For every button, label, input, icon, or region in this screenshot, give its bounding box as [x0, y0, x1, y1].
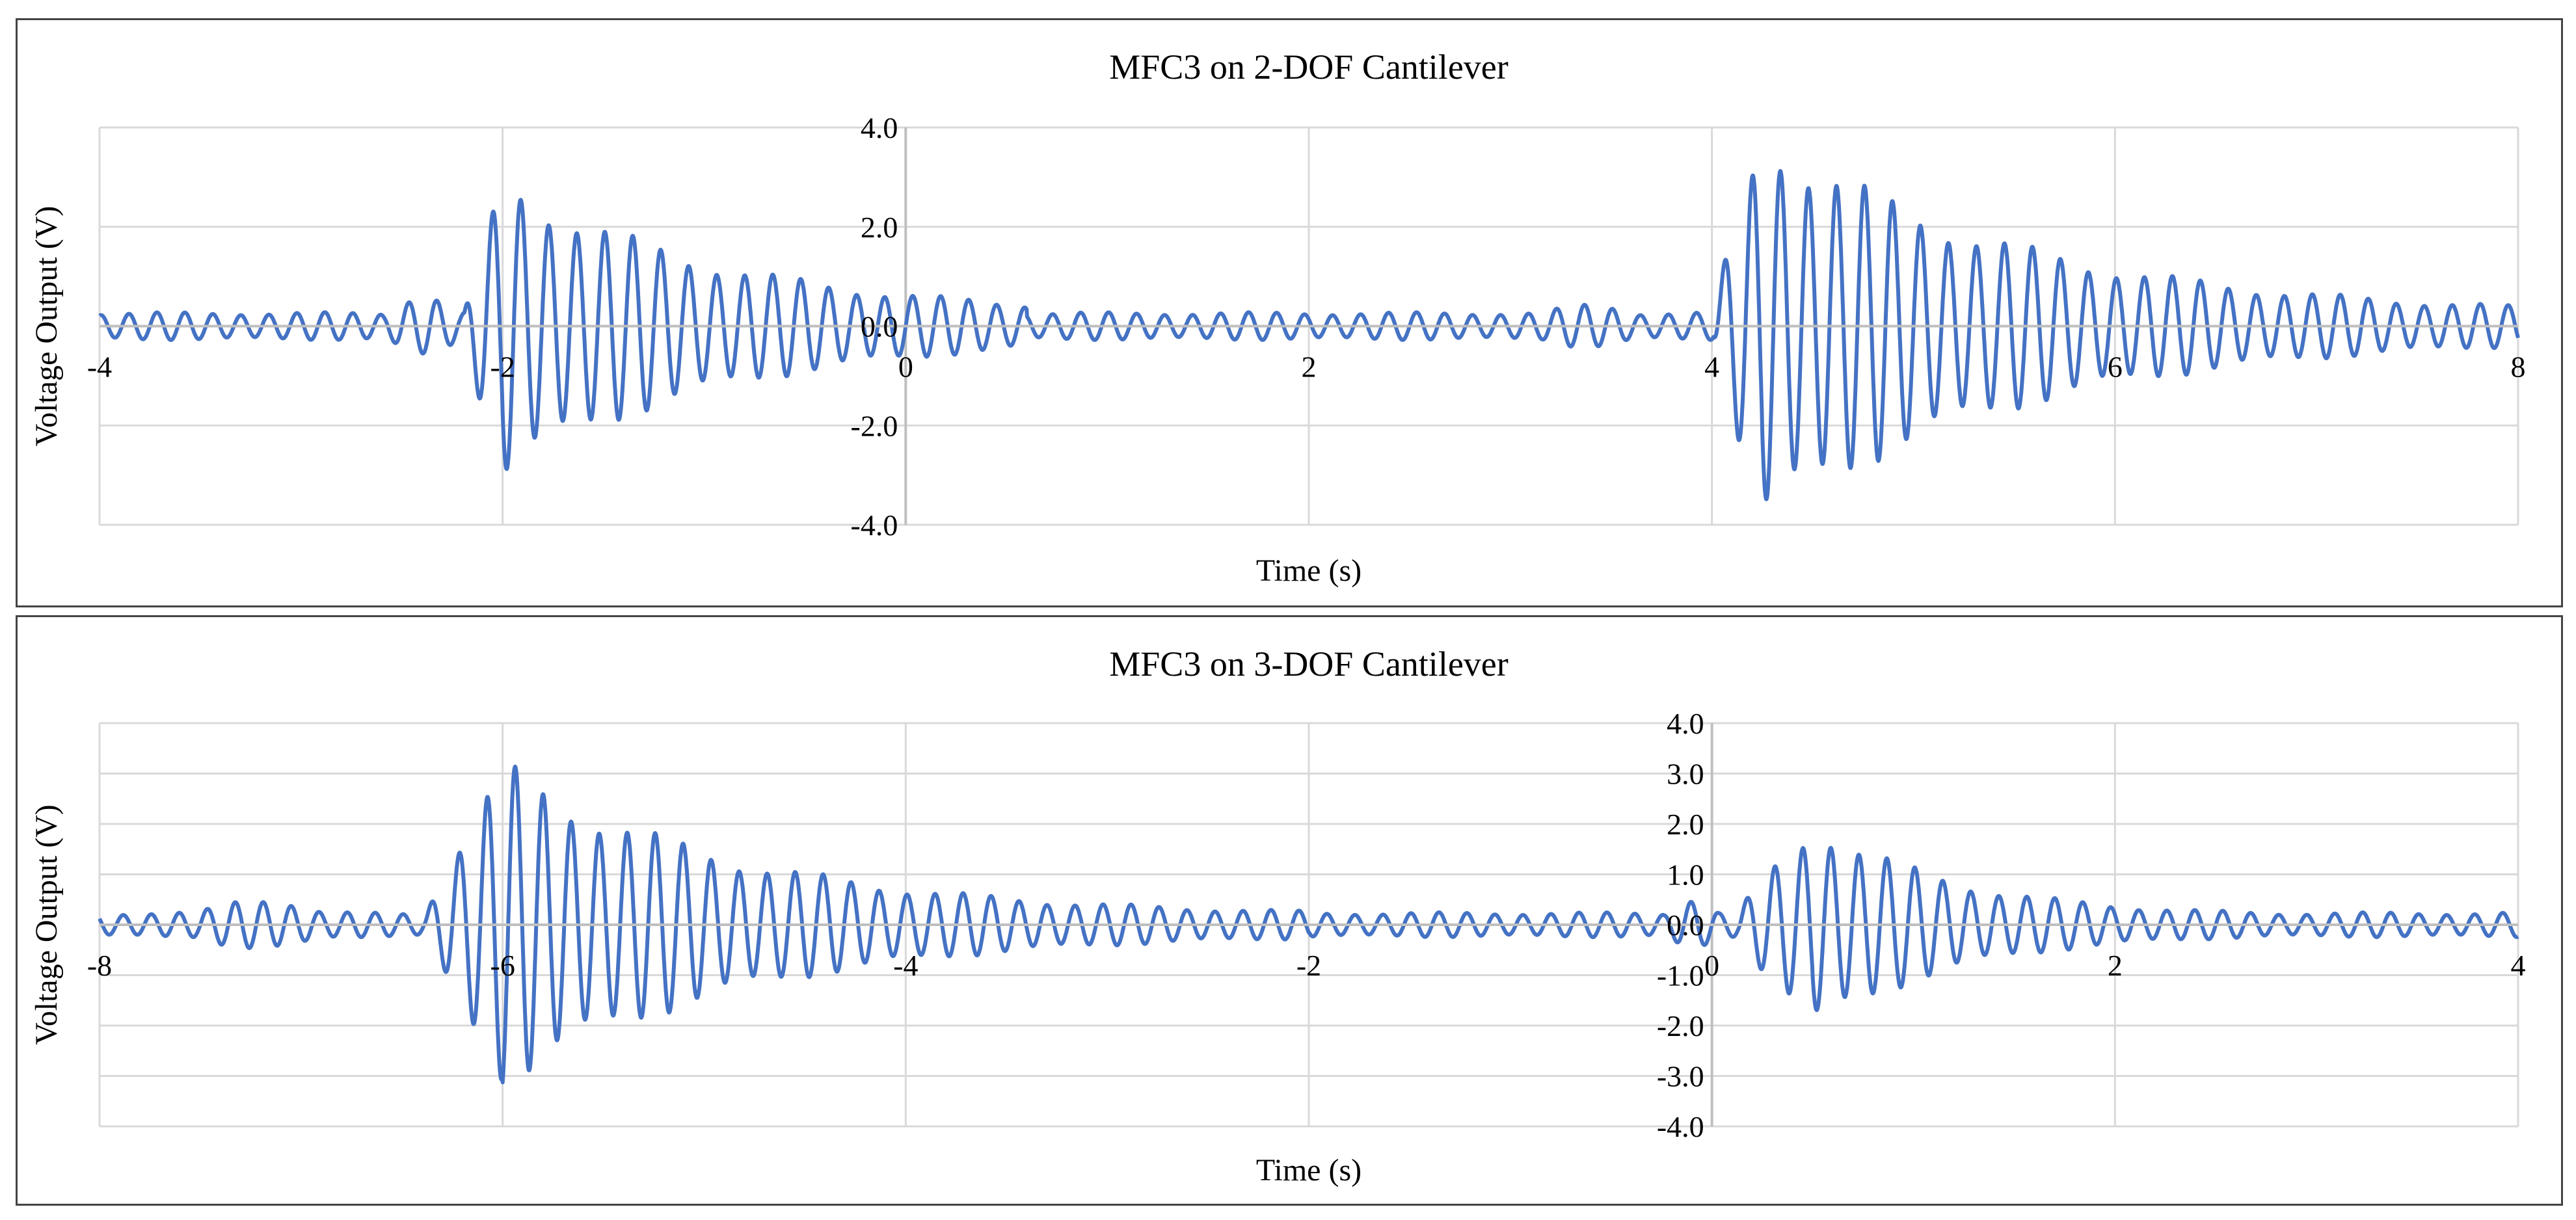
chart1-series-line — [98, 168, 2520, 501]
chart1-ytick-label-3: 2.0 — [861, 211, 898, 244]
chart2-ylabel: Voltage Output (V) — [29, 804, 64, 1045]
chart1-title: MFC3 on 2-DOF Cantilever — [1109, 47, 1509, 86]
chart1-xtick-label-2: 0 — [898, 351, 913, 384]
chart2-ytick-label-3: -1.0 — [1657, 959, 1704, 992]
chart2-ytick-label-8: 4.0 — [1667, 707, 1704, 740]
chart-panel-2dof: MFC3 on 2-DOF Cantilever -4.0 -2.0 0.0 2.0 4.… — [16, 18, 2563, 607]
chart2-title: MFC3 on 3-DOF Cantilever — [1109, 644, 1509, 683]
chart2-ytick-label-4: 0.0 — [1667, 908, 1704, 942]
chart-panel-3dof: MFC3 on 3-DOF Cantilever -4.0 -3.0 -2.0 -1.0… — [16, 615, 2563, 1206]
chart-3dof: MFC3 on 3-DOF Cantilever -4.0 -3.0 -2.0 -1.0… — [29, 644, 2526, 1187]
chart1-ytick-label-2: 0.0 — [861, 310, 898, 343]
chart2-ytick-label-6: 2.0 — [1667, 808, 1704, 841]
chart1-xtick-label-0: -4 — [87, 351, 112, 384]
chart2-ytick-label-7: 3.0 — [1667, 758, 1704, 791]
chart1-ytick-label-1: -2.0 — [851, 409, 898, 442]
chart1-ytick-label-0: -4.0 — [851, 509, 898, 542]
chart2-xtick-label-5: 2 — [2108, 949, 2123, 982]
chart1-ytick-label-4: 4.0 — [861, 111, 898, 144]
chart2-xtick-label-1: -6 — [490, 949, 515, 982]
chart2-series-line — [98, 764, 2520, 1085]
chart1-xtick-label-5: 6 — [2108, 351, 2123, 384]
chart-2dof: MFC3 on 2-DOF Cantilever -4.0 -2.0 0.0 2.0 4.… — [29, 47, 2526, 588]
chart2-xtick-label-3: -2 — [1296, 949, 1321, 982]
chart2-ytick-label-1: -3.0 — [1657, 1060, 1704, 1093]
chart2-xlabel: Time (s) — [1256, 1153, 1362, 1187]
chart1-xlabel: Time (s) — [1256, 553, 1362, 588]
chart1-xtick-label-3: 2 — [1302, 351, 1317, 384]
chart2-ytick-label-0: -4.0 — [1657, 1110, 1704, 1143]
chart2-ytick-label-5: 1.0 — [1667, 858, 1704, 892]
chart2-xtick-label-0: -8 — [87, 949, 112, 982]
chart2-xtick-label-6: 4 — [2511, 949, 2526, 982]
chart1-xtick-label-6: 8 — [2511, 351, 2526, 384]
chart2-ytick-label-2: -2.0 — [1657, 1009, 1704, 1042]
chart2-xtick-label-4: 0 — [1704, 949, 1719, 982]
chart1-xtick-label-1: -2 — [490, 351, 515, 384]
chart1-xtick-label-4: 4 — [1704, 351, 1719, 384]
chart2-xtick-label-2: -4 — [893, 949, 918, 982]
chart1-ylabel: Voltage Output (V) — [29, 206, 64, 447]
